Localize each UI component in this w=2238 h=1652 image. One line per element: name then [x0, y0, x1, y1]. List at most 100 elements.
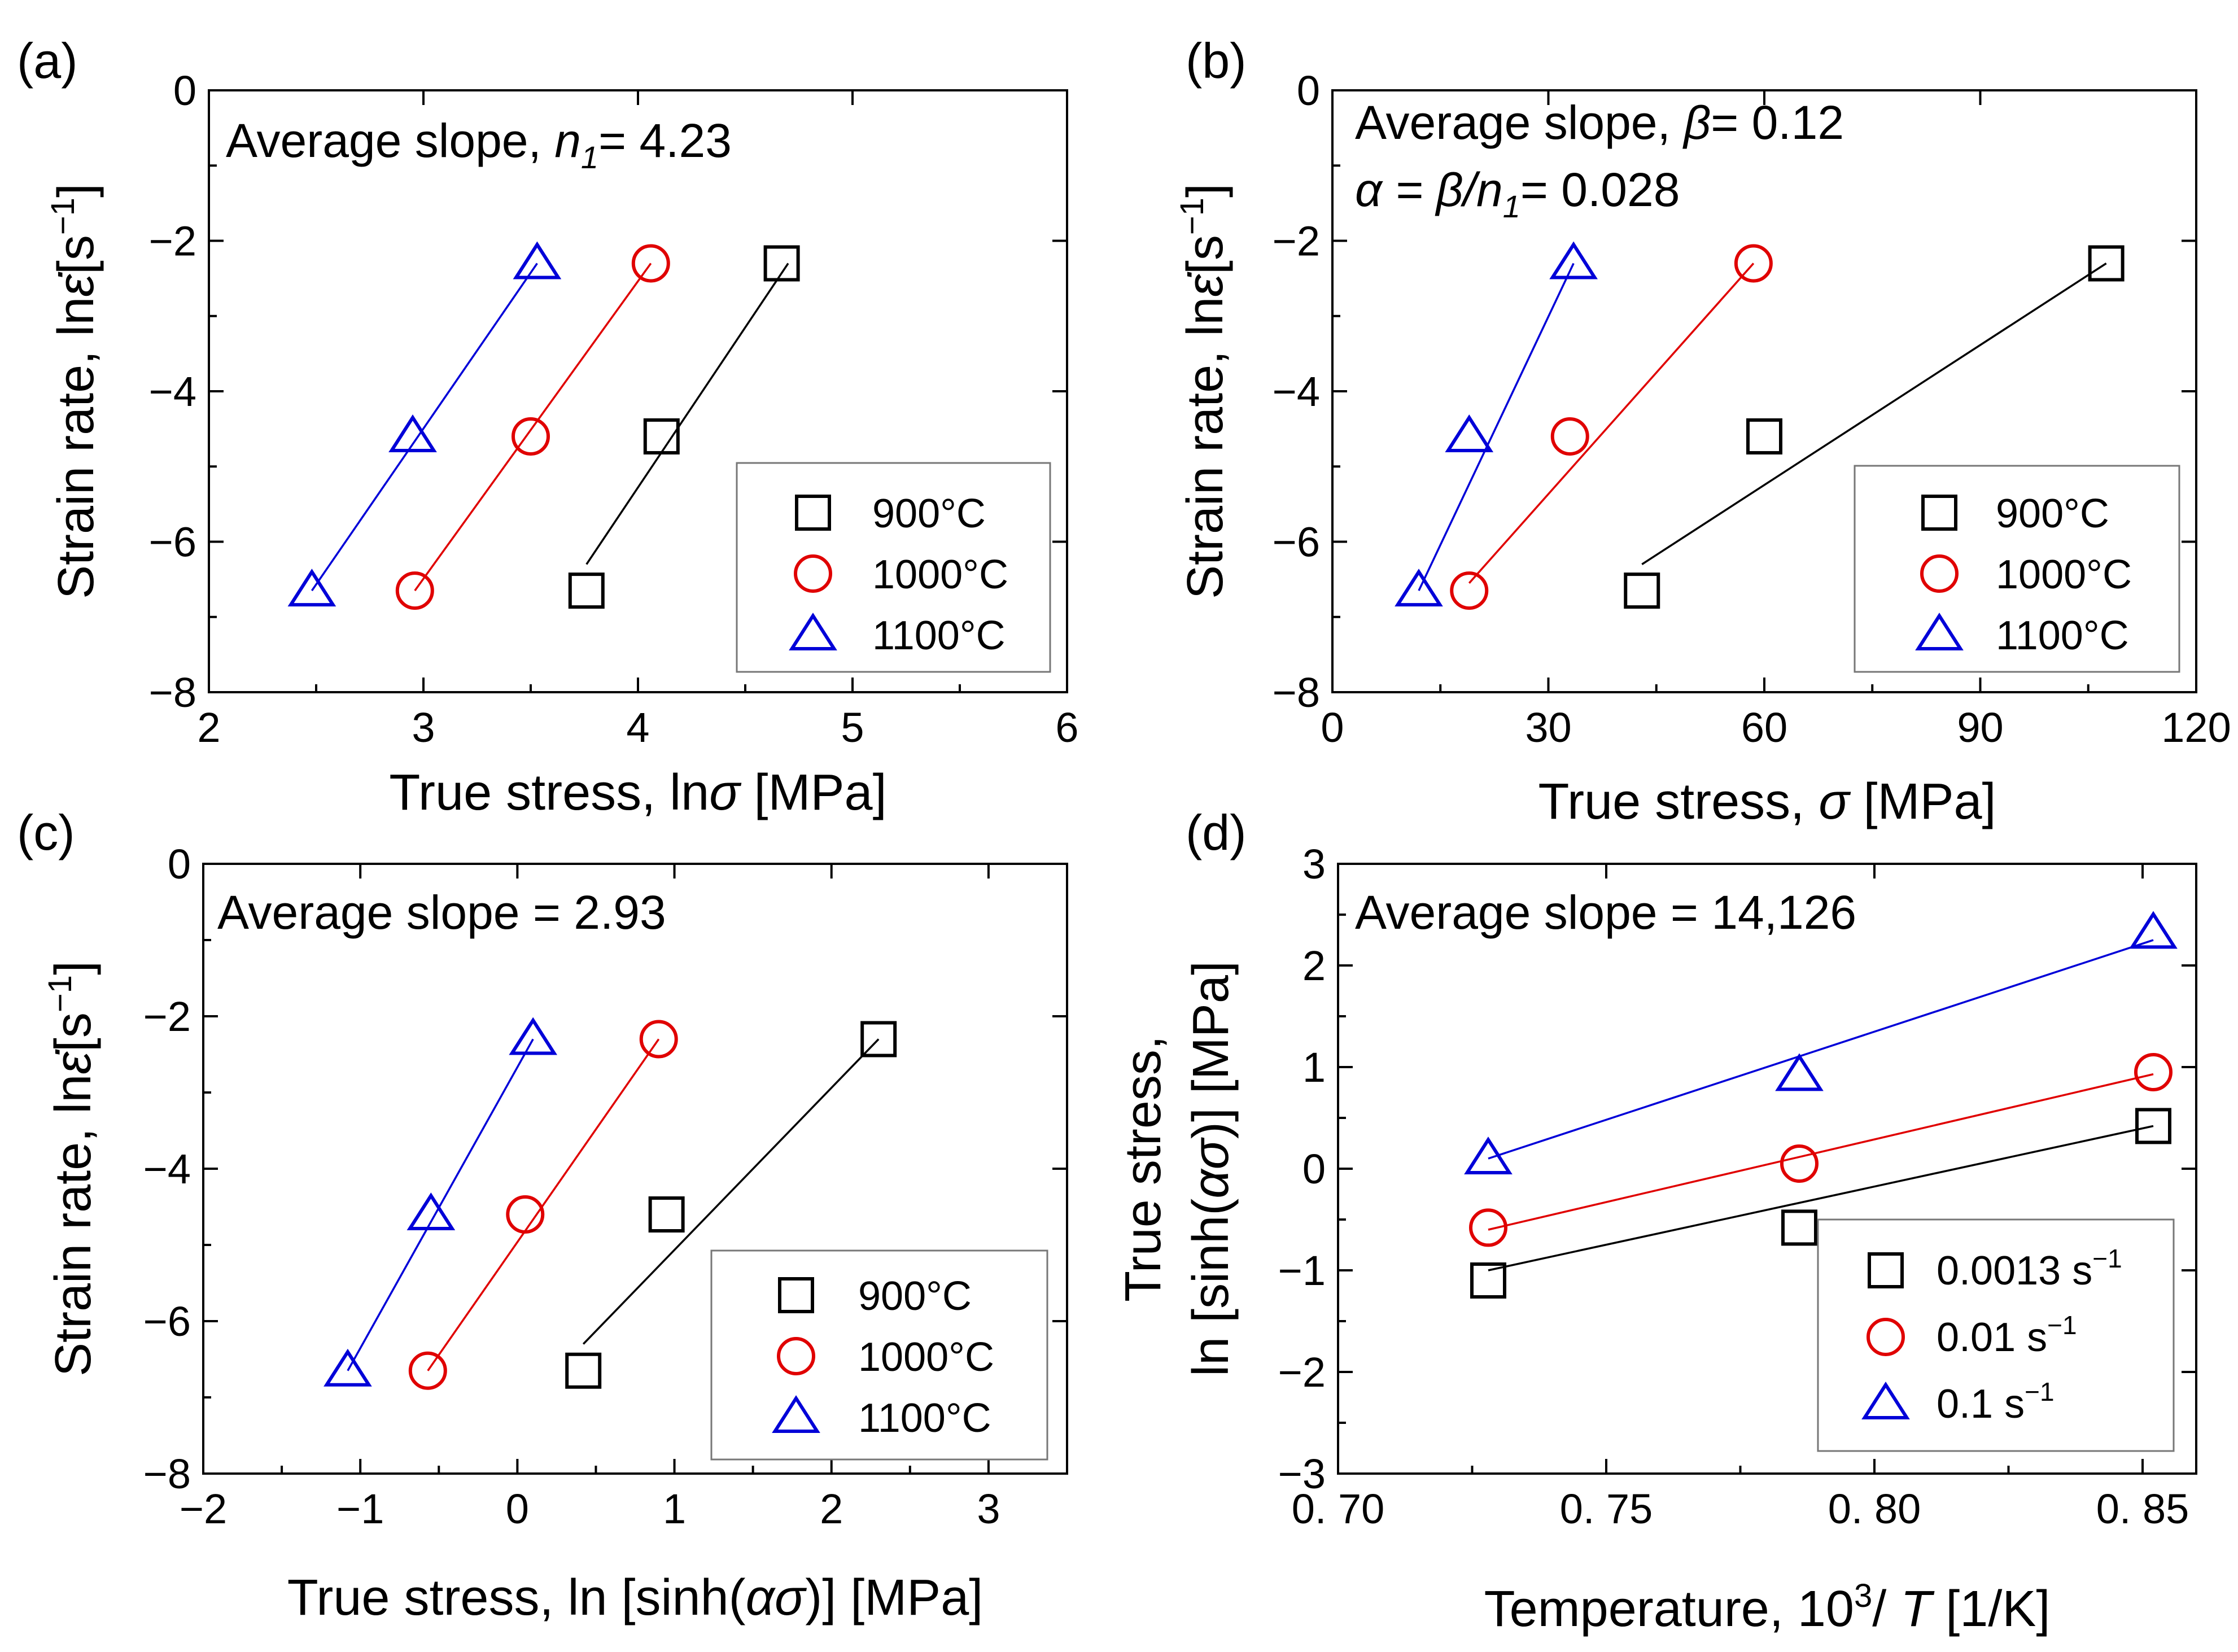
y-tick-label: −3 — [1278, 1450, 1326, 1497]
fit-line-1 — [427, 1038, 660, 1371]
y-axis: 0 −2 −4 −6 −8 — [149, 67, 1067, 716]
data-markers — [1464, 911, 2178, 1299]
data-point — [287, 569, 336, 607]
data-point — [639, 1020, 678, 1059]
data-point — [395, 571, 434, 610]
data-point — [1746, 418, 1782, 454]
x-tick-label: 5 — [841, 704, 864, 751]
data-point — [1775, 1053, 1824, 1091]
data-point — [2129, 911, 2178, 949]
x-tick-label: 90 — [1957, 704, 2003, 751]
panel-label: (b) — [1186, 33, 1247, 89]
panel-d: (d) 0. 70 0. 75 0. 80 0. 85 3 2 1 0 −1 −2 −3 Aver… — [1115, 805, 2197, 1637]
data-point — [1624, 572, 1660, 609]
legend-marker — [789, 613, 837, 651]
x-tick-label: 0. 85 — [2096, 1485, 2189, 1532]
data-point — [1464, 1137, 1513, 1175]
fit-line-0 — [582, 1038, 880, 1345]
legend-label-900: 900°C — [1996, 491, 2109, 536]
x-axis-title: True stress, σ [MPa] — [1538, 773, 1996, 830]
data-point — [1781, 1209, 1817, 1246]
fit-line-0 — [1641, 263, 2107, 565]
annotation-beta: Average slope, β= 0.12 — [1355, 96, 1844, 149]
y-axis-title: Strain rate, lnε̇[s−1] — [45, 183, 104, 599]
data-point — [509, 1017, 558, 1055]
x-tick-label: 0. 75 — [1560, 1485, 1653, 1532]
x-axis-title: True stress, lnσ [MPa] — [389, 764, 886, 821]
legend-box — [736, 462, 1051, 673]
x-tick-label: 2 — [820, 1485, 843, 1532]
fit-lines — [347, 1038, 880, 1371]
x-tick-label: 0 — [1321, 704, 1344, 751]
x-tick-label: 0. 80 — [1828, 1485, 1921, 1532]
fit-lines — [1488, 939, 2154, 1271]
legend-marker — [1861, 1382, 1910, 1420]
y-tick-label: 0 — [1302, 1146, 1326, 1192]
annotation-alpha: α = β/n1= 0.028 — [1355, 163, 1680, 224]
y-axis-title-line1: True stress, — [1115, 1035, 1172, 1302]
x-tick-label: 120 — [2161, 704, 2231, 751]
data-point — [1395, 569, 1443, 607]
y-tick-label: −8 — [149, 669, 196, 716]
data-point — [1470, 1262, 1506, 1299]
x-tick-label: 0. 70 — [1292, 1485, 1385, 1532]
legend-label-900: 900°C — [858, 1274, 972, 1319]
y-tick-label: 0 — [173, 67, 196, 114]
legend-markers — [789, 495, 837, 651]
x-axis-title: Temperature, 103/ T [1/K] — [1484, 1577, 2051, 1637]
data-point — [513, 241, 562, 279]
data-point — [512, 417, 550, 456]
y-axis: 0 −2 −4 −6 −8 — [1273, 67, 2196, 716]
y-tick-label: 0 — [1297, 67, 1320, 114]
panel-b: (b) 0 30 60 90 120 0 −2 −4 −6 −8 Average slope, … — [1174, 33, 2231, 830]
data-point — [506, 1195, 545, 1234]
legend: 900°C 1000°C 1100°C — [736, 462, 1051, 673]
annotation-slope: Average slope = 2.93 — [217, 886, 666, 939]
legend: 0.0013 s−1 0.01 s−1 0.1 s−1 — [1817, 1218, 2175, 1452]
annotation-slope: Average slope = 14,126 — [1355, 886, 1856, 939]
y-tick-label: −4 — [149, 368, 196, 415]
x-axis: 0 30 60 90 120 — [1321, 90, 2231, 751]
y-tick-label: −6 — [149, 519, 196, 566]
data-markers — [1395, 241, 2125, 610]
legend-box — [1817, 1218, 2175, 1452]
legend-markers — [772, 1277, 820, 1434]
legend-label-0.01: 0.01 s−1 — [1937, 1310, 2077, 1360]
y-tick-label: 0 — [168, 841, 191, 888]
fit-line-1 — [1488, 1073, 2154, 1231]
legend-label-0.0013: 0.0013 s−1 — [1937, 1244, 2122, 1293]
data-point — [406, 1192, 456, 1231]
x-tick-label: −2 — [180, 1485, 227, 1532]
y-axis-title-line2: ln [sinh(ασ)] [MPa] — [1183, 961, 1239, 1376]
y-axis: 3 2 1 0 −1 −2 −3 — [1278, 841, 2196, 1497]
data-point — [648, 1196, 685, 1233]
data-markers — [287, 241, 800, 610]
y-tick-label: −2 — [1278, 1349, 1326, 1396]
y-tick-label: −6 — [143, 1298, 191, 1345]
y-tick-label: −2 — [1273, 218, 1320, 265]
y-tick-label: 3 — [1302, 841, 1326, 888]
legend-markers — [1915, 495, 1964, 651]
y-axis: 0 −2 −4 −6 −8 — [143, 841, 1067, 1497]
legend-marker — [772, 1395, 820, 1434]
y-tick-label: −4 — [143, 1146, 191, 1192]
legend-marker — [1867, 1318, 1905, 1356]
y-tick-label: −8 — [143, 1450, 191, 1497]
data-point — [2135, 1108, 2171, 1144]
y-tick-label: −1 — [1278, 1247, 1326, 1294]
legend-marker — [1920, 554, 1959, 593]
legend-label-1000: 1000°C — [1996, 552, 2132, 597]
legend-box — [710, 1249, 1048, 1461]
panel-c: (c) −2 −1 0 1 2 3 0 −2 −4 −6 −8 Average slope = 2… — [17, 805, 1068, 1626]
data-point — [2134, 1053, 2173, 1091]
x-axis: 0. 70 0. 75 0. 80 0. 85 — [1292, 864, 2189, 1532]
y-tick-label: 2 — [1302, 942, 1326, 989]
legend: 900°C 1000°C 1100°C — [710, 1249, 1048, 1461]
panel-label: (d) — [1186, 805, 1247, 860]
data-point — [860, 1021, 897, 1057]
legend-marker — [777, 1337, 815, 1375]
panel-a: (a) 2 3 4 5 6 0 −2 −4 −6 −8 Average slope, n1= 4… — [17, 33, 1079, 821]
x-tick-label: 60 — [1741, 704, 1787, 751]
data-point — [1469, 1208, 1507, 1247]
